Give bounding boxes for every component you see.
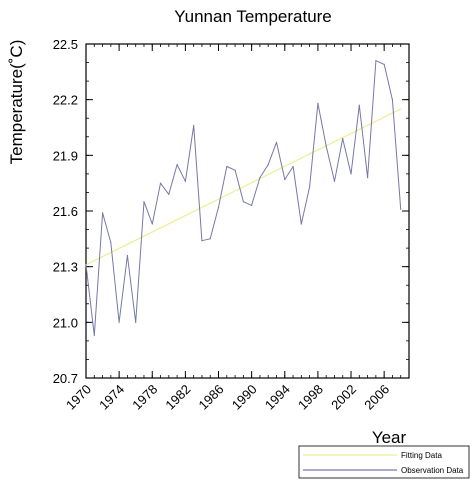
observation-data-point [234, 169, 236, 171]
y-tick-label: 21.6 [53, 204, 78, 219]
observation-data-point [193, 125, 195, 127]
observation-data-point [168, 193, 170, 195]
observation-data-point [93, 334, 95, 336]
x-tick-label: 2006 [361, 382, 392, 413]
observation-data-point [358, 104, 360, 106]
observation-data-point [151, 223, 153, 225]
x-tick-label: 1990 [229, 382, 260, 413]
chart-title: Yunnan Temperature [174, 7, 332, 26]
observation-data-point [350, 173, 352, 175]
y-tick-label: 22.5 [53, 37, 78, 52]
y-tick-label: 21.9 [53, 148, 78, 163]
observation-data-point [226, 165, 228, 168]
x-axis-title: Year [372, 428, 407, 447]
legend-box [298, 445, 470, 479]
legend-label: Observation Data [401, 466, 464, 475]
x-tick-label: 1970 [63, 382, 94, 413]
observation-data-point [333, 180, 336, 182]
y-tick-label: 21.3 [53, 260, 78, 275]
observation-data-point [309, 186, 311, 188]
observation-data-point [201, 240, 203, 242]
observation-data-point [342, 138, 344, 140]
observation-data-point [300, 223, 302, 225]
observation-data-point [317, 102, 319, 104]
observation-data-point [110, 241, 112, 244]
series-line-observation-data [85, 60, 402, 336]
legend: Fitting Data Observation Data [298, 445, 470, 479]
observation-data-point [251, 204, 253, 207]
y-tick-label: 20.7 [53, 371, 78, 386]
x-tick-label: 1982 [162, 382, 193, 413]
observation-data-point [126, 254, 129, 257]
x-tick-label: 1978 [129, 382, 160, 413]
observation-data-point [101, 212, 104, 214]
plot-area: 20.7 21.0 21.3 21.6 21.9 22.2 22.5 1970 1974 1978… [53, 37, 410, 413]
observation-data-point [375, 60, 377, 62]
y-tick-label: 21.0 [53, 315, 78, 330]
observation-data-point [143, 201, 145, 203]
observation-data-point [176, 164, 178, 166]
observation-data-point [284, 178, 286, 181]
observation-data-point [267, 164, 269, 166]
plot-frame [85, 43, 410, 379]
observation-data-point [391, 99, 394, 101]
observation-data-point [85, 264, 87, 266]
x-tick-label: 2002 [328, 382, 359, 413]
x-tick-label: 1974 [96, 382, 127, 413]
observation-data-point [366, 177, 369, 179]
observation-data-point [159, 182, 162, 184]
observation-data-point [209, 238, 211, 240]
observation-data-point [325, 145, 327, 147]
x-tick-label: 1986 [196, 382, 227, 413]
legend-label: Fitting Data [401, 451, 442, 460]
observation-data-point [118, 321, 120, 323]
observation-data-point [383, 63, 385, 66]
observation-data-point [275, 141, 278, 143]
y-tick-label: 22.2 [53, 93, 78, 108]
observation-data-point [292, 165, 294, 168]
fitting-data-point [400, 108, 402, 110]
series-line-fitting-data [85, 108, 401, 266]
x-tick-label: 1998 [295, 382, 326, 413]
observation-data-point [217, 206, 220, 208]
observation-data-point [242, 201, 244, 203]
observation-data-point [259, 177, 261, 179]
x-tick-label: 1994 [262, 382, 293, 413]
observation-data-point [400, 208, 402, 210]
observation-data-point [135, 321, 137, 323]
y-axis-title: Temperature(˚C) [7, 40, 26, 165]
observation-data-point [184, 180, 186, 182]
